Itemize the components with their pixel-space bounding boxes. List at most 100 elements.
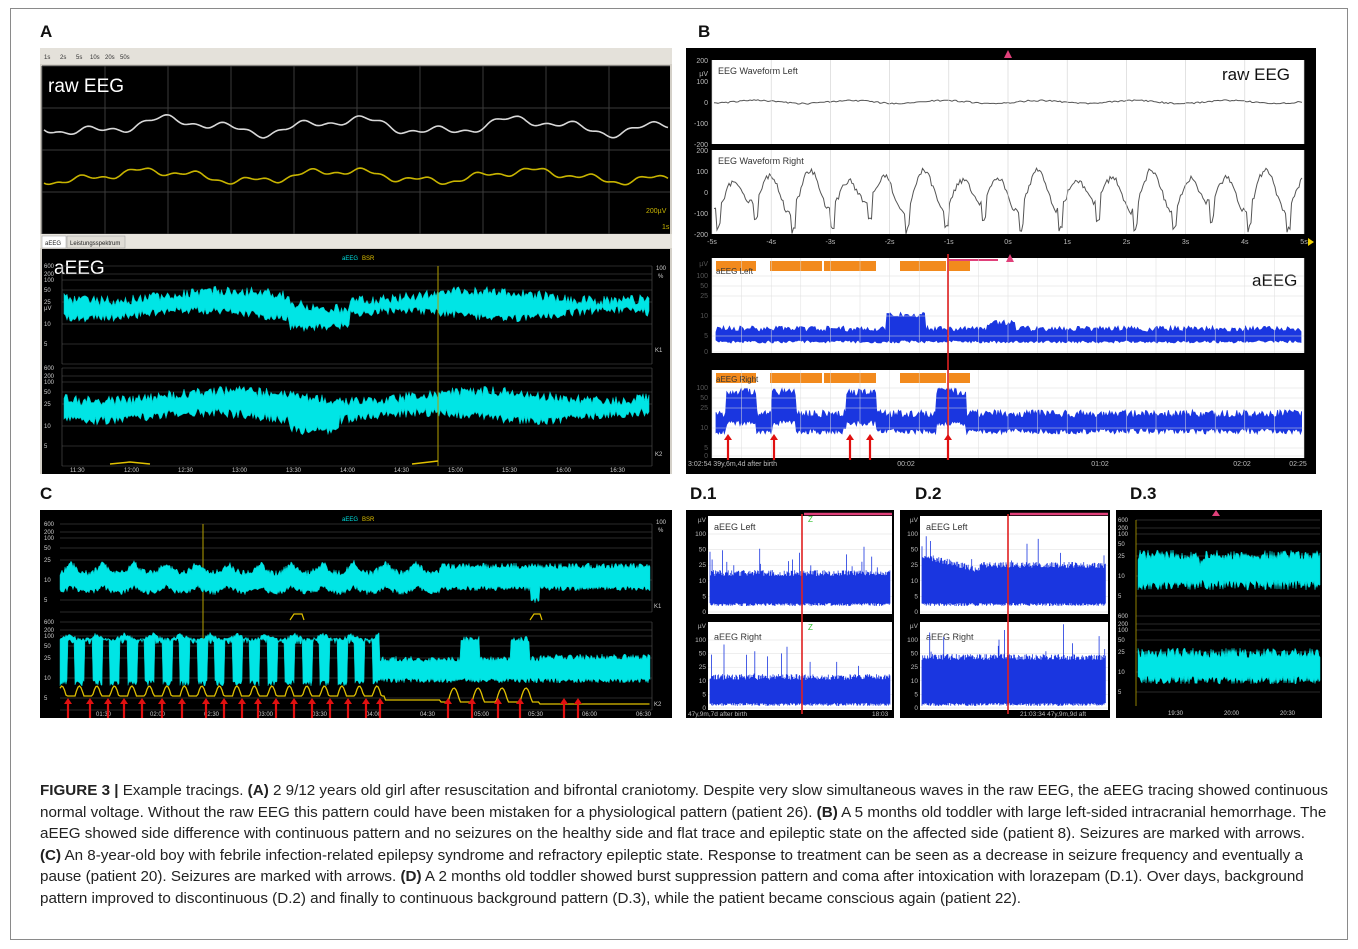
y-tick-label: 100 — [696, 169, 708, 176]
toolbar-button[interactable]: 1s — [44, 55, 50, 61]
y-tick-label: 200 — [696, 148, 708, 155]
y-tick-label: 50 — [699, 651, 707, 658]
y-tick-label: 0 — [702, 609, 706, 616]
caption-label-c: (C) — [40, 846, 62, 864]
panel-label-d2: D.2 — [915, 484, 942, 503]
y-tick-label: 10 — [44, 424, 51, 430]
y-tick-label: 50 — [911, 651, 919, 658]
y-tick-label: 100 — [1118, 532, 1129, 538]
seizure-arrow — [516, 698, 524, 718]
panel-label-c: C — [40, 484, 53, 503]
y-tick-label: 0 — [914, 705, 918, 712]
tab-aeeg[interactable] — [41, 235, 67, 249]
percent-unit-label: % — [658, 528, 664, 534]
toolbar-button[interactable]: 50s — [120, 55, 130, 61]
caption-intro: Example tracings. — [118, 782, 248, 799]
seizure-arrow — [846, 434, 854, 460]
marker-triangle-top — [1004, 50, 1012, 58]
seizure-arrow — [468, 698, 476, 718]
seizure-arrow — [376, 698, 384, 718]
seizure-arrow — [770, 434, 778, 460]
figure-frame — [10, 8, 1348, 940]
y-tick-label: 100 — [907, 531, 918, 538]
channel-2-label: K2 — [655, 452, 663, 458]
x-tick-label: -5s — [707, 239, 717, 246]
y-tick-label: 0 — [704, 349, 708, 356]
aeeg-right-title: aEEG Right — [716, 375, 759, 384]
y-tick-label: 25 — [911, 562, 919, 569]
seizure-arrow — [86, 698, 94, 718]
caption-text-a: 2 9/12 years old girl after resuscitatio… — [40, 782, 1328, 821]
y-tick-label: 5 — [914, 691, 918, 698]
y-tick-label: 100 — [696, 79, 708, 86]
x-tick-label: 06:30 — [636, 712, 652, 718]
caption-label-a: (A) — [247, 782, 269, 799]
tab-spectrum-label: Leistungsspektrum — [70, 241, 120, 247]
y-tick-label: 5 — [44, 696, 48, 702]
seizure-arrow — [362, 698, 370, 718]
y-tick-label: 5 — [44, 342, 48, 348]
aeeg-envelope-channel-1 — [63, 286, 650, 332]
x-tick-label: 14:00 — [340, 468, 356, 474]
d1-aeeg-left-title: aEEG Left — [714, 522, 756, 532]
x-tick-label: 05:30 — [528, 712, 544, 718]
x-tick-label: 2s — [1123, 239, 1131, 246]
seizure-arrow — [220, 698, 228, 718]
y-tick-label: 10 — [1118, 670, 1125, 676]
panel-label-b: B — [698, 22, 711, 41]
tab-spectrum[interactable] — [66, 235, 126, 249]
toolbar-button[interactable]: 2s — [60, 55, 66, 61]
panel-a: 1s 2s 5s 10s 20s 50s raw EEG 200µV 1s aE… — [40, 48, 672, 474]
y-tick-label: 50 — [44, 390, 51, 396]
y-tick-label: -100 — [694, 211, 708, 218]
toolbar-button[interactable]: 5s — [76, 55, 82, 61]
x-tick-label: 13:00 — [232, 468, 248, 474]
y-tick-label: 600 — [44, 264, 55, 270]
caption-label-d: (D) — [400, 868, 422, 886]
seizure-arrow — [64, 698, 72, 718]
y-tick-label: 10 — [44, 676, 51, 682]
x-tick-label: 1s — [1063, 239, 1071, 246]
bsr-trace — [109, 460, 439, 465]
x-tick-label: -4s — [766, 239, 776, 246]
x-tick-label: 06:00 — [582, 712, 598, 718]
y-tick-label: 50 — [44, 288, 51, 294]
y-tick-label: 0 — [704, 190, 708, 197]
toolbar-button[interactable]: 10s — [90, 55, 100, 61]
seizure-arrow — [574, 698, 582, 718]
panel-a-toolbar: 1s 2s 5s 10s 20s 50s — [40, 48, 672, 64]
seizure-arrow — [104, 698, 112, 718]
x-tick-label: -1s — [944, 239, 954, 246]
y-tick-label: 5 — [1118, 594, 1122, 600]
seizure-arrow — [158, 698, 166, 718]
caption-title: FIGURE 3 | — [40, 782, 119, 799]
seizure-arrow — [494, 698, 502, 718]
legend-bsr: BSR — [362, 517, 375, 523]
x-tick-label: -3s — [826, 239, 836, 246]
toolbar-button[interactable]: 20s — [105, 55, 115, 61]
x-tick-label: -2s — [885, 239, 895, 246]
legend-aeeg: aEEG — [342, 256, 358, 262]
y-tick-label: 100 — [44, 380, 55, 386]
marker-triangle — [1006, 254, 1014, 262]
y-unit-label: µV — [910, 517, 919, 524]
scroll-arrow-icon[interactable] — [1308, 238, 1314, 246]
x-tick-label: 16:00 — [556, 468, 572, 474]
y-tick-label: 200 — [44, 530, 55, 536]
d1-aeeg-right-trace — [709, 644, 891, 706]
y-tick-label: 0 — [704, 100, 708, 107]
y-tick-label: 200 — [44, 628, 55, 634]
seizure-arrow — [326, 698, 334, 718]
y-unit-label: µV — [699, 261, 708, 268]
d2-aeeg-right-title: aEEG Right — [926, 632, 974, 642]
seizure-arrow — [560, 698, 568, 718]
d2-aeeg-left-title: aEEG Left — [926, 522, 968, 532]
svg-text:Z: Z — [808, 515, 813, 524]
y-tick-label: 5 — [914, 593, 918, 600]
y-tick-label: 25 — [699, 562, 707, 569]
x-tick-label: 03:30 — [312, 712, 328, 718]
legend-bsr: BSR — [362, 256, 375, 262]
y-unit-label: µV — [698, 623, 707, 630]
y-tick-label: 50 — [44, 546, 51, 552]
y-tick-label: 5 — [704, 333, 708, 340]
